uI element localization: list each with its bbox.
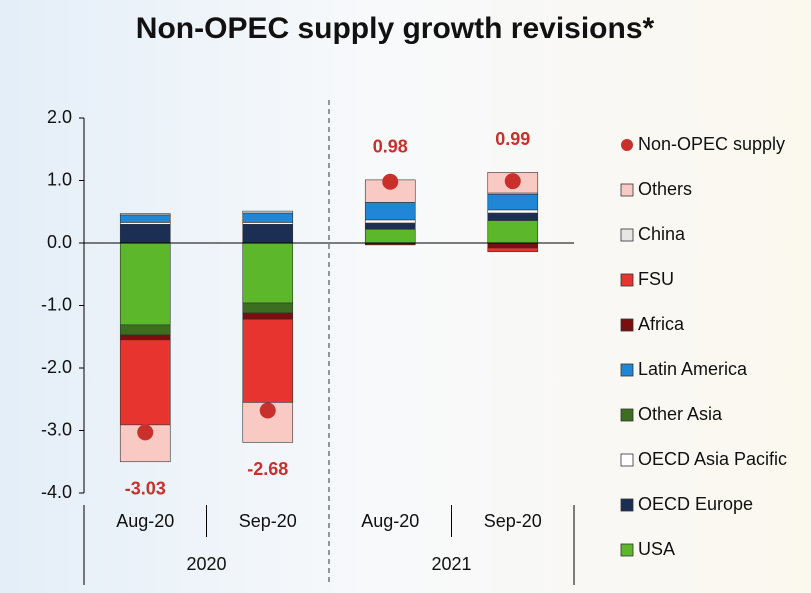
bar-segment <box>242 212 294 223</box>
bar-segment <box>487 212 539 221</box>
x-tick-label: Sep-20 <box>239 511 297 531</box>
y-tick-label: 2.0 <box>47 107 72 127</box>
y-tick-label: -2.0 <box>41 357 72 377</box>
legend-marker <box>621 139 633 151</box>
bar-segment <box>119 214 171 223</box>
bar-segment <box>119 324 171 336</box>
data-label: 0.98 <box>373 137 408 157</box>
legend-marker <box>620 183 634 197</box>
legend-label: OECD Europe <box>638 494 753 514</box>
bar-segment <box>364 228 416 244</box>
legend-marker <box>620 408 634 422</box>
legend-label: FSU <box>638 269 674 289</box>
legend-marker <box>620 318 634 332</box>
bar-segment <box>242 302 294 314</box>
bar-segment <box>242 223 294 244</box>
bar-segment <box>364 219 416 224</box>
legend-label: USA <box>638 539 675 559</box>
data-label: -2.68 <box>247 459 288 479</box>
legend-marker <box>620 228 634 242</box>
y-tick-label: -4.0 <box>41 482 72 502</box>
legend-marker <box>620 363 634 377</box>
bar-segment <box>242 318 294 403</box>
bar-segment <box>119 339 171 426</box>
x-tick-label: Aug-20 <box>116 511 174 531</box>
bar-segment <box>364 202 416 221</box>
group-label: 2020 <box>186 554 226 574</box>
x-tick-label: Sep-20 <box>484 511 542 531</box>
y-tick-label: -3.0 <box>41 419 72 439</box>
dot <box>137 424 154 441</box>
data-label: -3.03 <box>125 479 166 499</box>
dot <box>382 173 399 190</box>
bar-segment <box>487 209 539 214</box>
legend-label: China <box>638 224 686 244</box>
x-tick-label: Aug-20 <box>361 511 419 531</box>
y-tick-label: 1.0 <box>47 169 72 189</box>
dot <box>259 402 276 419</box>
bar-segment <box>487 193 539 211</box>
legend-label: Non-OPEC supply <box>638 134 785 154</box>
bar-segment <box>119 213 171 216</box>
chart-title: Non-OPEC supply growth revisions* <box>136 12 655 45</box>
legend-label: Latin America <box>638 359 748 379</box>
dot <box>504 173 521 190</box>
data-label: 0.99 <box>495 129 530 149</box>
bar-segment <box>487 242 539 249</box>
bar-segment <box>242 312 294 320</box>
legend-label: Africa <box>638 314 685 334</box>
bar-segment <box>242 242 294 304</box>
bar-segment <box>364 222 416 230</box>
bar-segment <box>242 210 294 214</box>
legend-marker <box>620 453 634 467</box>
y-tick-label: 0.0 <box>47 232 72 252</box>
group-label: 2021 <box>431 554 471 574</box>
y-tick-label: -1.0 <box>41 294 72 314</box>
legend-label: Other Asia <box>638 404 723 424</box>
legend-marker <box>620 498 634 512</box>
bar-segment <box>119 334 171 341</box>
bar-segment <box>119 242 171 326</box>
bar-segment <box>119 223 171 244</box>
bar-segment <box>487 247 539 253</box>
legend-marker <box>620 273 634 287</box>
legend-label: OECD Asia Pacific <box>638 449 787 469</box>
legend-marker <box>620 543 634 557</box>
legend-label: Others <box>638 179 692 199</box>
bar-segment <box>487 220 539 244</box>
